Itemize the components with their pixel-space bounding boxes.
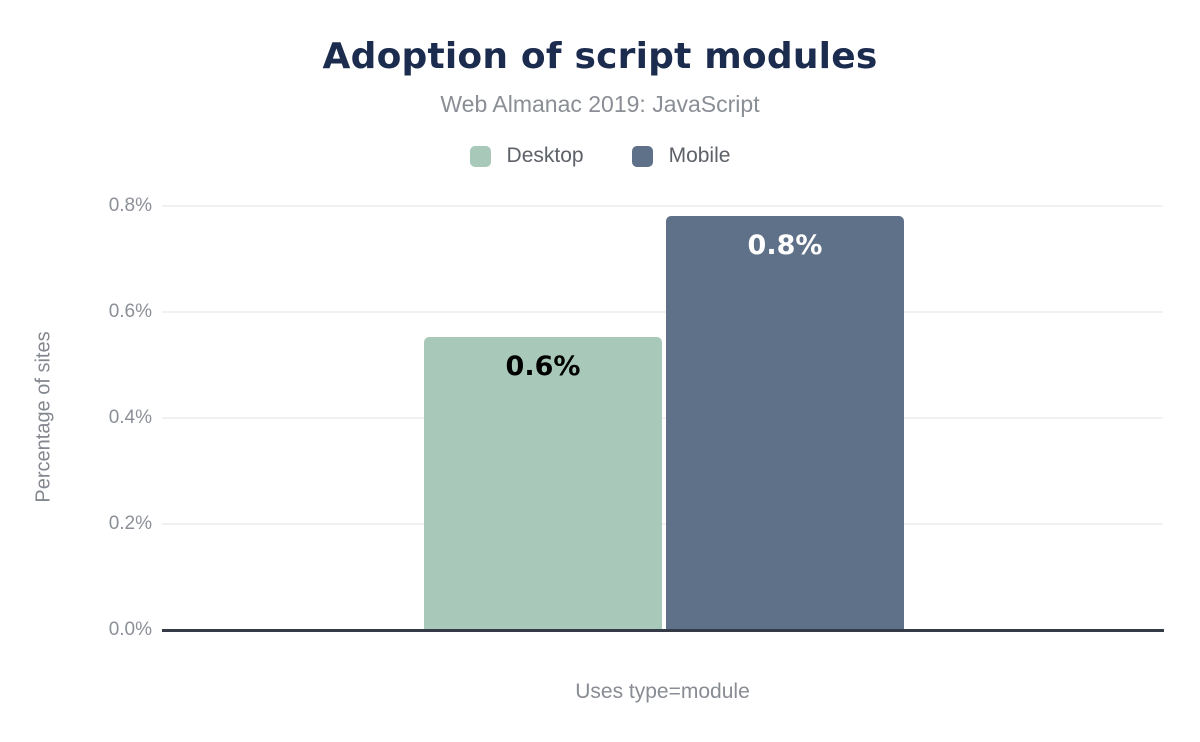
y-tick-label: 0.4% xyxy=(108,407,152,428)
legend-item-desktop[interactable]: Desktop xyxy=(469,144,584,168)
gridline xyxy=(162,205,1163,207)
legend: Desktop Mobile xyxy=(0,144,1200,168)
gridline xyxy=(162,311,1163,313)
gridline xyxy=(162,523,1163,525)
bar-mobile-value-label: 0.8% xyxy=(747,230,823,261)
gridline xyxy=(162,417,1163,419)
y-tick-label: 0.2% xyxy=(108,513,152,534)
legend-item-mobile[interactable]: Mobile xyxy=(631,144,731,168)
y-axis-title: Percentage of sites xyxy=(32,331,55,503)
bar-mobile[interactable]: 0.8% xyxy=(666,216,904,629)
bar-desktop-value-label: 0.6% xyxy=(505,351,581,382)
chart-title: Adoption of script modules xyxy=(322,36,878,77)
x-axis-baseline xyxy=(162,629,1164,632)
mobile-legend-swatch-icon xyxy=(631,145,653,167)
chart-subtitle: Web Almanac 2019: JavaScript xyxy=(440,91,760,117)
desktop-legend-swatch-icon xyxy=(469,145,491,167)
legend-label-desktop: Desktop xyxy=(506,144,584,167)
y-tick-label: 0.6% xyxy=(108,301,152,322)
y-tick-label: 0.0% xyxy=(108,619,152,640)
x-axis-title: Uses type=module xyxy=(575,680,750,703)
y-tick-label: 0.8% xyxy=(108,195,152,216)
bar-desktop[interactable]: 0.6% xyxy=(424,337,662,629)
legend-label-mobile: Mobile xyxy=(668,144,731,167)
